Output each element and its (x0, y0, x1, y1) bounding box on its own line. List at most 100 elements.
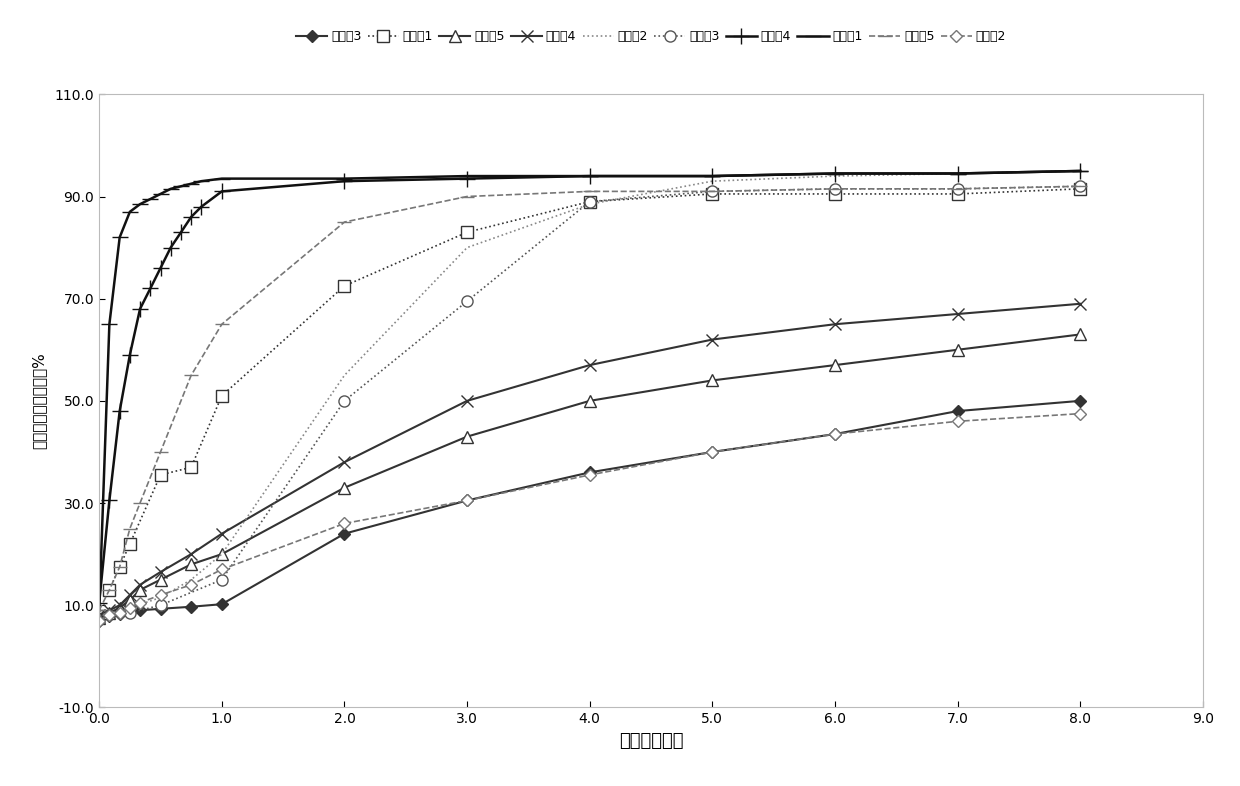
比较例1 (143, 194, 157, 204)
实施例5 (460, 192, 475, 201)
比较例3 (704, 447, 719, 457)
实施例5 (704, 187, 719, 196)
比较例1 (950, 169, 965, 178)
比较例2 (133, 598, 148, 608)
实施例4 (583, 171, 598, 181)
Line: 比较例3: 比较例3 (95, 397, 1084, 625)
Line: 比较例1: 比较例1 (91, 163, 1089, 619)
比较例3 (583, 468, 598, 477)
X-axis label: 时间（小时）: 时间（小时） (619, 732, 683, 750)
实施例2 (92, 611, 107, 620)
比较例3 (102, 612, 117, 621)
实施例4 (123, 351, 138, 360)
实施例3 (950, 184, 965, 193)
比较例5 (950, 345, 965, 354)
Line: 实施例5: 实施例5 (92, 179, 1087, 617)
比较例2 (1073, 409, 1087, 418)
比较例5 (827, 360, 842, 370)
Line: 比较例5: 比较例5 (94, 329, 1086, 623)
比较例2 (704, 447, 719, 457)
实施例5 (337, 218, 352, 227)
实施例2 (950, 169, 965, 178)
实施例3 (123, 608, 138, 618)
实施例5 (950, 184, 965, 193)
实施例1 (113, 562, 128, 571)
实施例3 (460, 296, 475, 306)
比较例1 (92, 605, 107, 615)
实施例5 (827, 184, 842, 193)
比较例2 (460, 496, 475, 505)
Line: 实施例4: 实施例4 (92, 163, 1087, 610)
实施例5 (133, 498, 148, 508)
比较例4 (92, 611, 107, 620)
实施例3 (704, 187, 719, 196)
比较例5 (92, 613, 107, 623)
实施例3 (1073, 182, 1087, 191)
实施例1 (102, 585, 117, 595)
实施例5 (184, 371, 198, 380)
比较例1 (102, 320, 117, 329)
比较例4 (950, 310, 965, 319)
比较例2 (827, 429, 842, 439)
实施例2 (215, 549, 229, 559)
比较例3 (460, 496, 475, 505)
比较例5 (133, 585, 148, 595)
比较例2 (215, 564, 229, 574)
比较例2 (102, 611, 117, 620)
比较例1 (460, 171, 475, 181)
实施例1 (215, 391, 229, 401)
比较例3 (215, 600, 229, 609)
比较例2 (337, 519, 352, 528)
实施例1 (1073, 184, 1087, 193)
比较例2 (950, 417, 965, 426)
比较例4 (123, 590, 138, 600)
比较例1 (827, 169, 842, 178)
Line: 实施例1: 实施例1 (104, 183, 1086, 596)
实施例3 (583, 197, 598, 207)
比较例4 (153, 567, 167, 577)
实施例2 (460, 243, 475, 252)
实施例4 (215, 187, 229, 196)
比较例1 (123, 208, 138, 217)
比较例4 (1073, 299, 1087, 309)
实施例2 (704, 177, 719, 186)
比较例1 (337, 174, 352, 183)
比较例1 (583, 171, 598, 181)
比较例1 (193, 177, 208, 186)
比较例2 (123, 603, 138, 612)
比较例5 (123, 596, 138, 605)
实施例1 (123, 539, 138, 549)
实施例4 (193, 202, 208, 211)
Line: 比较例2: 比较例2 (95, 410, 1084, 625)
比较例3 (337, 529, 352, 538)
比较例5 (102, 608, 117, 618)
实施例4 (337, 177, 352, 186)
实施例4 (827, 169, 842, 178)
实施例5 (215, 320, 229, 329)
比较例5 (153, 575, 167, 585)
比较例3 (123, 607, 138, 616)
比较例3 (184, 602, 198, 612)
实施例4 (704, 171, 719, 181)
实施例5 (92, 605, 107, 615)
实施例1 (460, 228, 475, 237)
比较例4 (337, 457, 352, 467)
实施例1 (827, 189, 842, 199)
实施例4 (460, 174, 475, 183)
实施例4 (164, 243, 179, 252)
比较例1 (704, 171, 719, 181)
实施例2 (337, 371, 352, 380)
实施例5 (113, 562, 128, 571)
实施例2 (827, 171, 842, 181)
实施例4 (92, 598, 107, 608)
实施例2 (123, 603, 138, 612)
实施例1 (950, 189, 965, 199)
实施例3 (827, 184, 842, 193)
比较例3 (92, 616, 107, 626)
Y-axis label: 布洛芬累积释放比例%: 布洛芬累积释放比例% (31, 352, 46, 450)
实施例4 (950, 169, 965, 178)
实施例5 (102, 585, 117, 595)
实施例4 (184, 212, 198, 222)
比较例5 (704, 376, 719, 385)
比较例5 (583, 396, 598, 406)
